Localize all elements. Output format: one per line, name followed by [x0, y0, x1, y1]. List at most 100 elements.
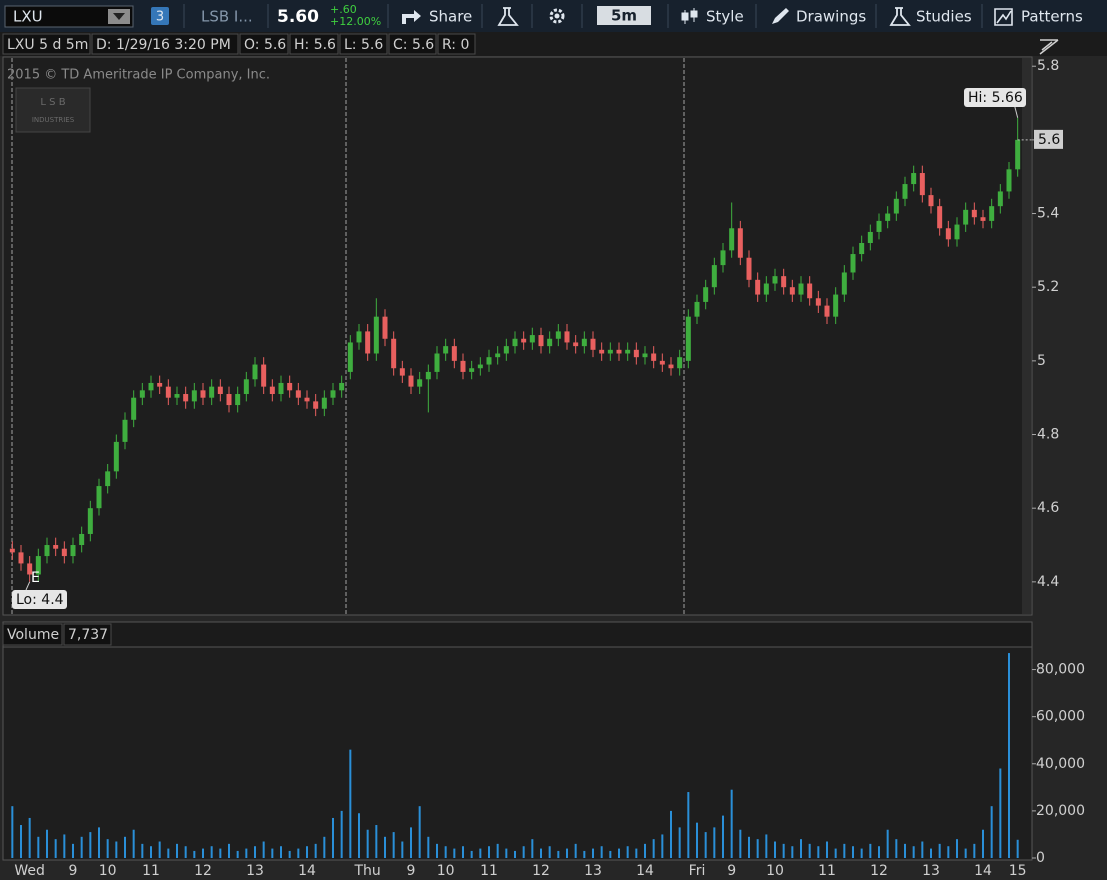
- x-tick-label: 12: [870, 863, 888, 879]
- volume-bar: [618, 848, 620, 858]
- volume-bar: [548, 846, 551, 858]
- hi-label: Hi: 5.66: [968, 90, 1023, 106]
- volume-bar: [739, 829, 742, 858]
- volume-bar: [540, 848, 542, 858]
- patterns-icon[interactable]: [994, 8, 1013, 26]
- volume-bar: [280, 846, 282, 858]
- candle-body: [157, 382, 163, 387]
- candle-body: [633, 349, 639, 358]
- volume-bar: [115, 841, 118, 858]
- candle-body: [139, 390, 145, 398]
- x-tick-label: 15: [1009, 863, 1027, 879]
- timeframe-box[interactable]: [597, 6, 651, 25]
- candle-body: [1006, 169, 1012, 192]
- candle-body: [997, 191, 1003, 207]
- info-field: [437, 33, 476, 55]
- share-icon[interactable]: [402, 10, 421, 24]
- volume-bar: [479, 848, 482, 858]
- hi-label-box: [964, 88, 1026, 107]
- volume-bar: [670, 810, 672, 858]
- candle-body: [347, 342, 353, 372]
- logo-top: L S B: [40, 97, 65, 108]
- candle-body: [200, 390, 206, 398]
- candle-body: [512, 338, 518, 347]
- candle-body: [304, 397, 310, 402]
- volume-bar: [964, 848, 967, 858]
- x-tick-label: 14: [298, 863, 316, 879]
- volume-bar: [418, 806, 421, 858]
- flask-button[interactable]: [497, 7, 519, 26]
- axis-scale-icon[interactable]: [1039, 39, 1059, 55]
- candle-body: [313, 401, 319, 409]
- style-icon[interactable]: [681, 8, 698, 24]
- volume-bar: [150, 846, 152, 858]
- chart-spec: LXU 5 d 5m: [7, 37, 88, 53]
- share-button[interactable]: Share: [429, 8, 472, 26]
- candle-body: [547, 338, 553, 347]
- volume-bar: [652, 839, 655, 858]
- info-close: C: 5.6: [393, 37, 434, 53]
- x-tick-label: 11: [480, 863, 498, 879]
- candle-body: [755, 279, 761, 295]
- candle-body: [287, 382, 293, 391]
- candle-body: [746, 257, 752, 280]
- volume-last: 7,737: [68, 627, 108, 643]
- y-tick-label: 5.2: [1037, 279, 1059, 295]
- volume-bar: [262, 841, 265, 858]
- studies-icon[interactable]: [889, 7, 911, 26]
- volume-bar: [722, 815, 724, 858]
- company: LSB I...: [201, 8, 253, 26]
- link-group-box[interactable]: [151, 7, 169, 25]
- volume-bar: [886, 829, 889, 858]
- candle-body: [495, 353, 501, 358]
- volume-bar: [410, 827, 412, 858]
- candle-body: [391, 338, 397, 369]
- volume-bar: [254, 846, 256, 858]
- candle-body: [581, 338, 587, 347]
- info-open: O: 5.6: [244, 37, 286, 53]
- candle-body: [685, 316, 691, 361]
- x-tick-label: 12: [194, 863, 212, 879]
- patterns-button[interactable]: Patterns: [1021, 8, 1083, 26]
- volume-bar: [219, 848, 222, 858]
- x-tick-label: 12: [532, 863, 550, 879]
- volume-bar: [600, 846, 603, 858]
- volume-bar: [288, 850, 291, 858]
- earnings-marker: E: [31, 570, 40, 586]
- candle-body: [807, 283, 813, 299]
- candle-body: [226, 394, 232, 406]
- candle-body: [486, 357, 492, 365]
- y-tick-label: 5.4: [1037, 206, 1059, 222]
- studies-button[interactable]: Studies: [916, 8, 972, 26]
- candle-body: [763, 283, 769, 295]
- info-field: [2, 623, 63, 646]
- candle-body: [27, 563, 33, 575]
- volume-bar: [661, 834, 664, 858]
- symbol-box[interactable]: [4, 5, 134, 28]
- candle-body: [729, 228, 735, 251]
- drawings-button[interactable]: Drawings: [796, 8, 866, 26]
- info-field: [63, 623, 112, 646]
- y-tick-label: 20,000: [1036, 803, 1085, 819]
- volume-bar: [427, 836, 430, 858]
- candle-body: [850, 254, 856, 273]
- x-tick-label: 10: [766, 863, 784, 879]
- volume-bar: [366, 829, 369, 858]
- volume-bar: [167, 848, 170, 858]
- volume-bar: [774, 841, 776, 858]
- volume-bar: [800, 839, 802, 858]
- candle-body: [599, 349, 605, 354]
- y-tick-label: 40,000: [1036, 756, 1085, 772]
- candle-body: [607, 349, 613, 354]
- style-button[interactable]: Style: [706, 8, 744, 26]
- volume-bar: [990, 806, 993, 858]
- volume-bar: [817, 846, 820, 858]
- candle-body: [677, 357, 683, 369]
- volume-bar: [678, 827, 681, 858]
- candle-body: [590, 338, 596, 350]
- last-price-label: 5.6: [1038, 132, 1060, 148]
- settings-button[interactable]: [549, 8, 565, 24]
- candle-body: [711, 265, 717, 288]
- drawings-icon[interactable]: [772, 8, 789, 24]
